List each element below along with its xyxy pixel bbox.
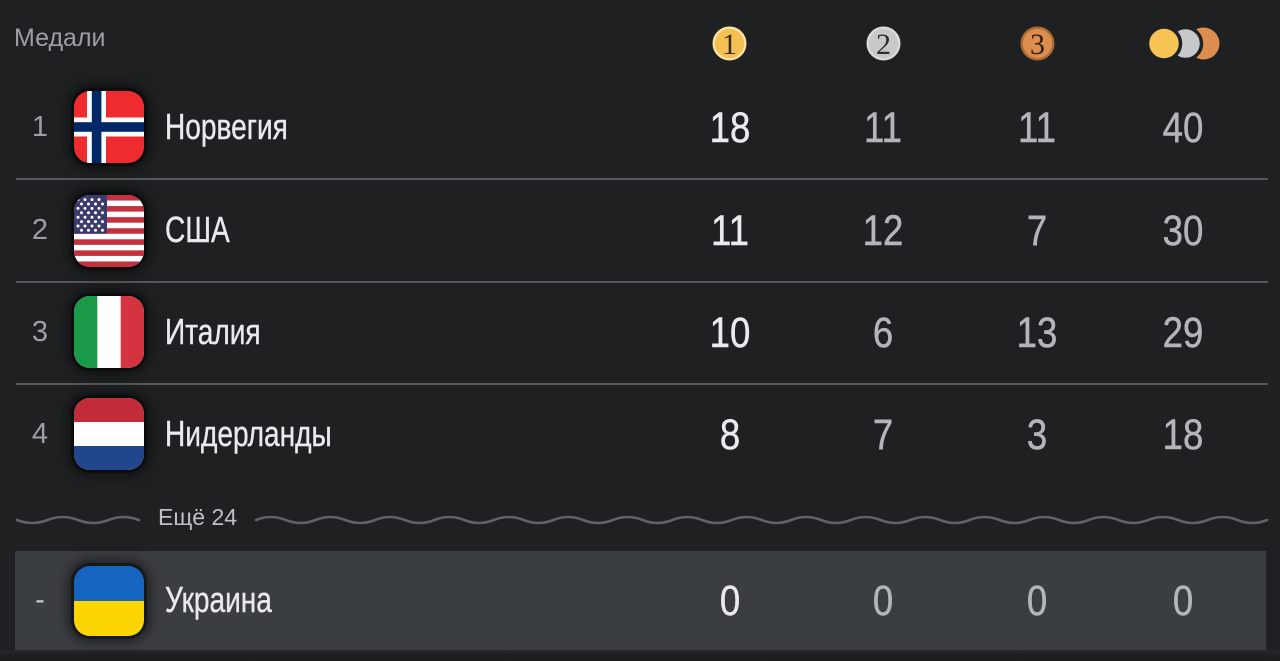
- svg-text:3: 3: [1030, 28, 1045, 61]
- svg-text:1: 1: [722, 28, 737, 61]
- svg-text:2: 2: [876, 28, 891, 61]
